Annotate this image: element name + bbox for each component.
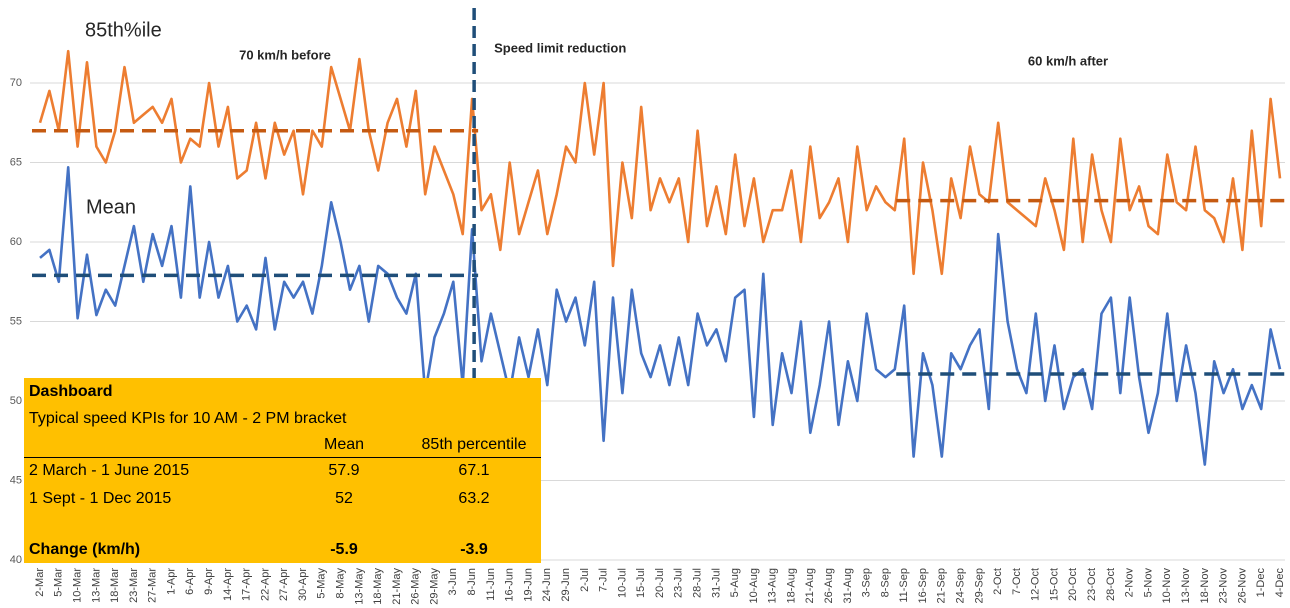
x-tick-label: 5-Nov	[1142, 568, 1154, 598]
x-tick-label: 26-Aug	[823, 568, 835, 603]
x-tick-label: 8-Sep	[879, 568, 891, 597]
x-tick-label: 31-Jul	[710, 568, 722, 598]
x-tick-label: 13-Nov	[1180, 568, 1192, 604]
x-tick-label: 21-Sep	[936, 568, 948, 603]
x-tick-label: 30-Apr	[297, 568, 309, 601]
x-tick-label: 29-May	[428, 568, 440, 605]
x-tick-label: 7-Oct	[1011, 568, 1023, 595]
row-label: Change (km/h)	[29, 541, 141, 558]
row-label: 1 Sept - 1 Dec 2015	[29, 490, 172, 507]
x-tick-label: 15-Oct	[1048, 568, 1060, 601]
x-tick-label: 6-Apr	[184, 568, 196, 595]
x-tick-label: 13-Aug	[767, 568, 779, 603]
x-tick-label: 19-Jun	[522, 568, 534, 602]
x-tick-label: 2-Mar	[34, 568, 46, 597]
x-tick-label: 29-Sep	[973, 568, 985, 603]
x-tick-label: 4-Dec	[1274, 568, 1286, 598]
x-tick-label: 16-Jun	[504, 568, 516, 602]
x-tick-label: 21-May	[391, 568, 403, 605]
x-tick-label: 18-Mar	[109, 568, 121, 603]
cell: 57.9	[328, 462, 360, 479]
x-tick-label: 28-Oct	[1105, 568, 1117, 601]
x-tick-label: 5-May	[316, 568, 328, 599]
series-label: 85th%ile	[85, 19, 162, 41]
x-tick-label: 24-Sep	[955, 568, 967, 603]
x-tick-label: 8-Jun	[466, 568, 478, 596]
x-tick-label: 1-Dec	[1255, 568, 1267, 598]
x-tick-label: 2-Oct	[992, 568, 1004, 595]
x-tick-label: 2-Nov	[1124, 568, 1136, 598]
cell: 52	[335, 490, 353, 507]
annotation: 60 km/h after	[1028, 53, 1108, 68]
x-tick-label: 11-Sep	[898, 568, 910, 603]
x-tick-label: 18-May	[372, 568, 384, 605]
x-tick-label: 3-Sep	[861, 568, 873, 597]
column-header: Mean	[323, 436, 365, 453]
header-rule	[24, 457, 541, 458]
x-tick-label: 15-Jul	[635, 568, 647, 598]
x-tick-label: 5-Aug	[729, 568, 741, 597]
x-tick-label: 23-Mar	[128, 568, 140, 603]
x-tick-label: 26-Nov	[1236, 568, 1248, 604]
cell: 67.1	[458, 462, 490, 479]
x-tick-label: 23-Oct	[1086, 568, 1098, 601]
dashboard-title: Dashboard	[29, 383, 113, 400]
x-tick-label: 31-Aug	[842, 568, 854, 603]
series-label: Mean	[86, 196, 136, 218]
x-tick-label: 5-Mar	[53, 568, 65, 597]
x-tick-label: 10-Nov	[1161, 568, 1173, 604]
dashboard: Dashboard Typical speed KPIs for 10 AM -…	[24, 378, 541, 563]
x-tick-label: 28-Jul	[691, 568, 703, 598]
y-tick-label: 60	[10, 236, 22, 248]
x-tick-label: 23-Nov	[1218, 568, 1230, 604]
x-tick-label: 10-Mar	[71, 568, 83, 603]
cell: 63.2	[458, 490, 490, 507]
y-tick-label: 65	[10, 156, 22, 168]
y-tick-label: 55	[10, 315, 22, 327]
x-tick-label: 12-Oct	[1030, 568, 1042, 601]
x-tick-label: 10-Jul	[616, 568, 628, 598]
x-tick-label: 16-Sep	[917, 568, 929, 603]
x-tick-label: 8-May	[335, 568, 347, 599]
x-tick-label: 24-Jun	[541, 568, 553, 602]
annotation: 70 km/h before	[239, 47, 331, 62]
x-tick-label: 20-Jul	[654, 568, 666, 598]
x-tick-label: 13-Mar	[90, 568, 102, 603]
x-tick-label: 1-Apr	[165, 568, 177, 595]
x-tick-label: 11-Jun	[485, 568, 497, 601]
x-tick-label: 18-Nov	[1199, 568, 1211, 604]
event-label: Speed limit reduction	[494, 40, 626, 55]
x-tick-label: 14-Apr	[222, 568, 234, 601]
x-tick-label: 18-Aug	[785, 568, 797, 603]
x-tick-label: 17-Apr	[241, 568, 253, 601]
x-tick-label: 29-Jun	[560, 568, 572, 602]
x-tick-label: 21-Aug	[804, 568, 816, 603]
dashboard-subtitle: Typical speed KPIs for 10 AM - 2 PM brac…	[29, 410, 347, 427]
cell: -3.9	[460, 541, 488, 558]
x-tick-label: 26-May	[410, 568, 422, 605]
x-tick-label: 27-Apr	[278, 568, 290, 601]
x-tick-label: 13-May	[353, 568, 365, 605]
x-tick-label: 10-Aug	[748, 568, 760, 603]
y-tick-label: 50	[10, 395, 22, 407]
x-tick-label: 2-Jul	[579, 568, 591, 592]
cell: -5.9	[330, 541, 358, 558]
y-tick-label: 45	[10, 474, 22, 486]
x-tick-label: 27-Mar	[147, 568, 159, 603]
row-label: 2 March - 1 June 2015	[29, 462, 190, 479]
x-tick-label: 3-Jun	[447, 568, 459, 596]
x-tick-label: 20-Oct	[1067, 568, 1079, 601]
x-tick-label: 9-Apr	[203, 568, 215, 595]
x-tick-label: 23-Jul	[673, 568, 685, 598]
series-line	[39, 166, 1282, 466]
x-tick-label: 22-Apr	[259, 568, 271, 601]
column-header: 85th percentile	[421, 436, 527, 453]
y-tick-label: 40	[10, 554, 22, 566]
series-line	[38, 49, 1282, 276]
y-tick-label: 70	[10, 77, 22, 89]
x-tick-label: 7-Jul	[598, 568, 610, 592]
